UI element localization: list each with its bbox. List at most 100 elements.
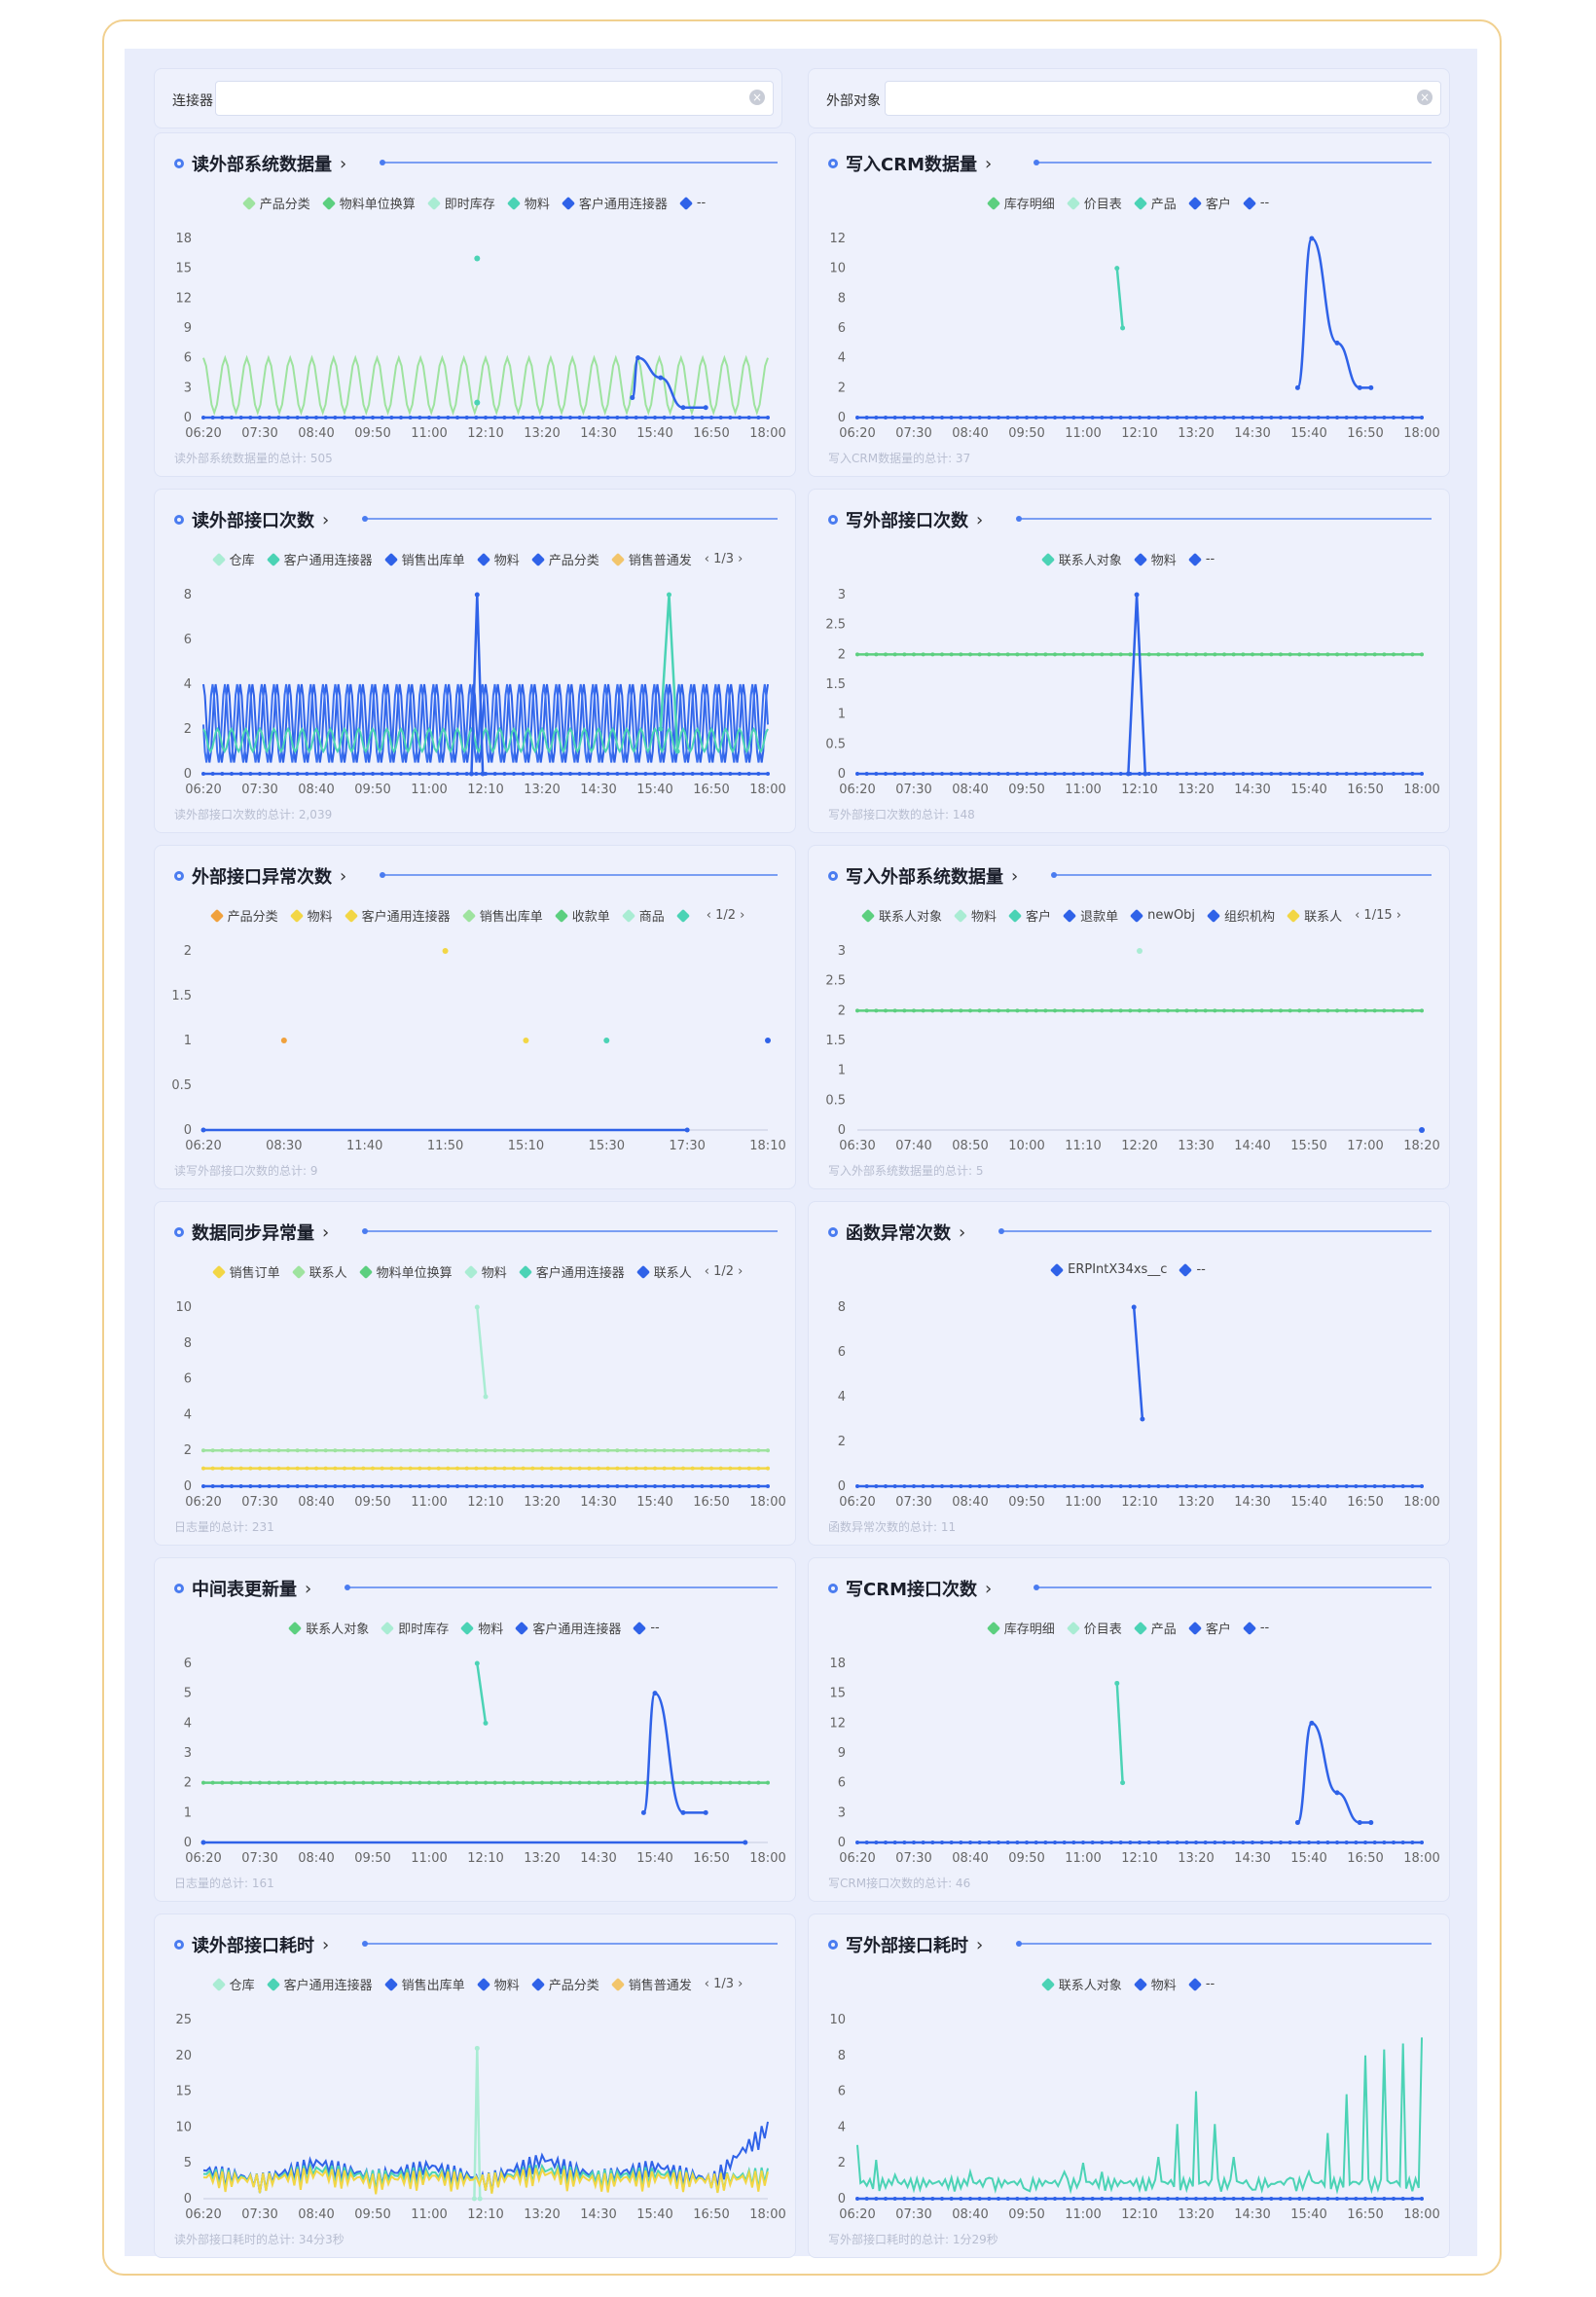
- legend-item[interactable]: 客户通用连接器: [518, 1262, 625, 1281]
- legend-item[interactable]: --: [1242, 1621, 1269, 1635]
- legend-item[interactable]: 产品分类: [530, 550, 599, 568]
- legend-item[interactable]: newObj: [1130, 908, 1195, 923]
- legend-item[interactable]: 物料: [289, 906, 333, 925]
- chevron-left-icon[interactable]: ‹: [704, 1264, 714, 1279]
- legend-item[interactable]: 退款单: [1062, 906, 1118, 925]
- chevron-left-icon[interactable]: ‹: [704, 552, 714, 566]
- chart-title[interactable]: 写外部接口次数 ›: [828, 507, 983, 532]
- legend-item[interactable]: 仓库: [211, 550, 255, 568]
- legend-item[interactable]: 物料: [953, 906, 997, 925]
- legend-item[interactable]: --: [1179, 1262, 1206, 1277]
- legend-pager[interactable]: ‹ 1/3 ›: [705, 1977, 744, 1991]
- legend-item[interactable]: 销售普通发: [610, 550, 692, 568]
- chevron-right-icon[interactable]: ›: [322, 1934, 330, 1955]
- chevron-right-icon[interactable]: ›: [322, 509, 330, 530]
- chart-title[interactable]: 读外部接口耗时 ›: [174, 1932, 329, 1957]
- legend-pager[interactable]: ‹ 1/2 ›: [705, 1264, 744, 1279]
- chevron-right-icon[interactable]: ›: [734, 552, 744, 566]
- chevron-right-icon[interactable]: ›: [976, 1934, 984, 1955]
- chevron-right-icon[interactable]: ›: [340, 865, 347, 887]
- legend-item[interactable]: 库存明细: [986, 1619, 1055, 1637]
- legend-item[interactable]: 销售普通发: [610, 1975, 692, 1993]
- legend-item[interactable]: 销售出库单: [383, 550, 465, 568]
- chart-title[interactable]: 读外部接口次数 ›: [174, 507, 329, 532]
- legend-item[interactable]: 即时库存: [426, 194, 495, 212]
- legend-item[interactable]: 价目表: [1066, 1619, 1122, 1637]
- legend-item[interactable]: 客户通用连接器: [515, 1619, 621, 1637]
- legend-item[interactable]: 物料: [506, 194, 550, 212]
- legend-item[interactable]: ERPIntX34xs__c: [1050, 1262, 1167, 1277]
- legend-item[interactable]: 联系人对象: [1040, 550, 1122, 568]
- chevron-right-icon[interactable]: ›: [1392, 908, 1401, 923]
- legend-item[interactable]: 联系人对象: [860, 906, 942, 925]
- legend-item[interactable]: 产品: [1133, 1619, 1177, 1637]
- chevron-right-icon[interactable]: ›: [305, 1578, 312, 1599]
- legend-item[interactable]: 物料: [463, 1262, 507, 1281]
- legend-item[interactable]: 组织机构: [1206, 906, 1275, 925]
- legend-pager[interactable]: ‹ 1/15 ›: [1355, 908, 1401, 923]
- chevron-right-icon[interactable]: ›: [340, 153, 347, 174]
- legend-item[interactable]: 客户: [1187, 1619, 1231, 1637]
- legend-item[interactable]: 联系人: [291, 1262, 347, 1281]
- chart-title[interactable]: 数据同步异常量 ›: [174, 1220, 329, 1245]
- chevron-right-icon[interactable]: ›: [984, 1578, 993, 1599]
- legend-item[interactable]: --: [1187, 552, 1215, 566]
- chevron-right-icon[interactable]: ›: [736, 908, 745, 923]
- chevron-right-icon[interactable]: ›: [1011, 865, 1019, 887]
- legend-item[interactable]: 联系人对象: [1040, 1975, 1122, 1993]
- legend-item[interactable]: 物料: [476, 550, 520, 568]
- legend-item[interactable]: 客户: [1187, 194, 1231, 212]
- legend-item[interactable]: 客户通用连接器: [561, 194, 668, 212]
- chevron-right-icon[interactable]: ›: [984, 153, 993, 174]
- chevron-left-icon[interactable]: ‹: [704, 1977, 714, 1991]
- chevron-left-icon[interactable]: ‹: [1355, 908, 1364, 923]
- legend-item[interactable]: --: [1187, 1977, 1215, 1991]
- legend-item[interactable]: 客户通用连接器: [266, 1975, 373, 1993]
- legend-item[interactable]: 物料: [476, 1975, 520, 1993]
- legend-item[interactable]: 客户: [1007, 906, 1051, 925]
- legend-item[interactable]: 收款单: [554, 906, 610, 925]
- legend-item[interactable]: 产品: [1133, 194, 1177, 212]
- legend-item[interactable]: 联系人对象: [288, 1619, 369, 1637]
- legend-item[interactable]: 销售出库单: [383, 1975, 465, 1993]
- legend-item[interactable]: 客户通用连接器: [266, 550, 373, 568]
- legend-pager[interactable]: ‹ 1/3 ›: [705, 552, 744, 566]
- legend-item[interactable]: 即时库存: [381, 1619, 449, 1637]
- legend-item[interactable]: 仓库: [211, 1975, 255, 1993]
- clear-icon[interactable]: ×: [749, 90, 765, 105]
- legend-item[interactable]: 产品分类: [209, 906, 278, 925]
- chart-title[interactable]: 外部接口异常次数 ›: [174, 863, 346, 889]
- legend-item[interactable]: 物料单位换算: [358, 1262, 453, 1281]
- chevron-right-icon[interactable]: ›: [959, 1221, 966, 1243]
- legend-item[interactable]: 客户通用连接器: [344, 906, 451, 925]
- chart-title[interactable]: 函数异常次数 ›: [828, 1220, 965, 1245]
- legend-item[interactable]: 商品: [621, 906, 665, 925]
- chevron-left-icon[interactable]: ‹: [706, 908, 716, 923]
- legend-item[interactable]: --: [633, 1621, 660, 1635]
- legend-item[interactable]: 价目表: [1066, 194, 1122, 212]
- legend-item[interactable]: 物料: [1133, 1975, 1177, 1993]
- legend-item[interactable]: 物料单位换算: [321, 194, 416, 212]
- legend-item[interactable]: --: [1242, 196, 1269, 210]
- chevron-right-icon[interactable]: ›: [322, 1221, 330, 1243]
- chevron-right-icon[interactable]: ›: [734, 1264, 744, 1279]
- clear-icon[interactable]: ×: [1417, 90, 1433, 105]
- chart-title[interactable]: 读外部系统数据量 ›: [174, 151, 346, 176]
- chart-title[interactable]: 中间表更新量 ›: [174, 1576, 311, 1601]
- chart-title[interactable]: 写入外部系统数据量 ›: [828, 863, 1018, 889]
- legend-item[interactable]: 产品分类: [530, 1975, 599, 1993]
- legend-pager[interactable]: ‹ 1/2 ›: [707, 908, 745, 923]
- legend-item[interactable]: 联系人: [1286, 906, 1342, 925]
- legend-item[interactable]: 销售订单: [211, 1262, 280, 1281]
- chart-title[interactable]: 写CRM接口次数 ›: [828, 1576, 992, 1601]
- chart-title[interactable]: 写外部接口耗时 ›: [828, 1932, 983, 1957]
- legend-item[interactable]: 库存明细: [986, 194, 1055, 212]
- chevron-right-icon[interactable]: ›: [976, 509, 984, 530]
- legend-item[interactable]: 产品分类: [241, 194, 310, 212]
- external-object-select[interactable]: ×: [885, 81, 1441, 116]
- legend-item[interactable]: --: [678, 196, 706, 210]
- chevron-right-icon[interactable]: ›: [734, 1977, 744, 1991]
- connector-select[interactable]: ×: [215, 81, 774, 116]
- legend-item[interactable]: 物料: [460, 1619, 503, 1637]
- chart-title[interactable]: 写入CRM数据量 ›: [828, 151, 992, 176]
